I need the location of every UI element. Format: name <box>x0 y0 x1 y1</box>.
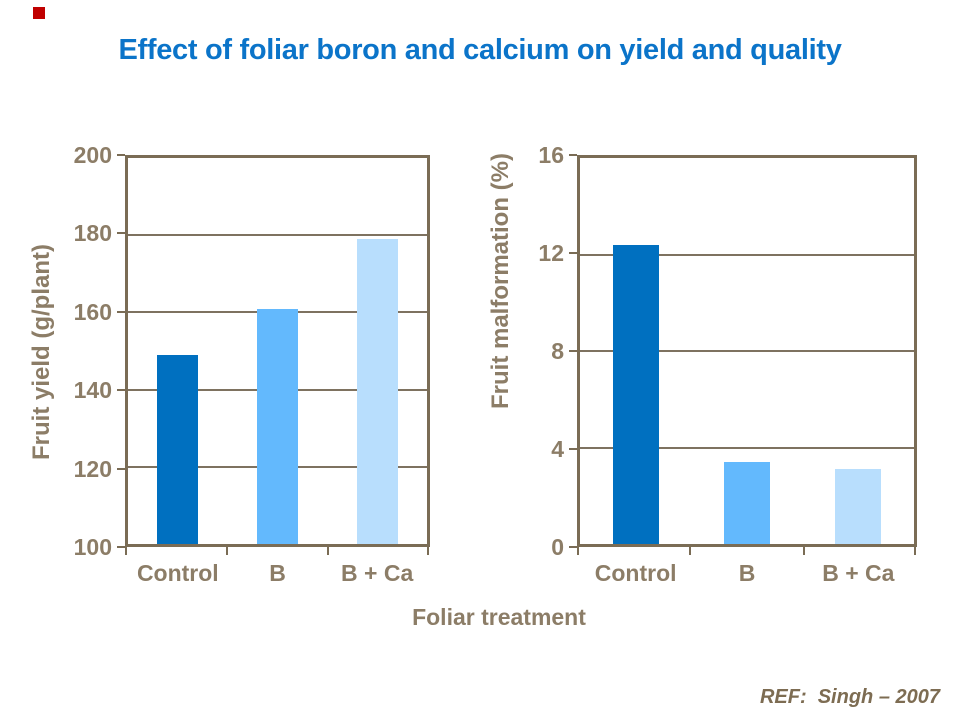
y-tick-mark <box>117 546 125 548</box>
x-tick-mark <box>327 547 330 555</box>
y-tick-mark <box>569 546 577 548</box>
x-tick-mark <box>427 547 429 555</box>
x-tick-mark <box>914 547 916 555</box>
y-axis-title-fruit-malformation: Fruit malformation (%) <box>487 153 514 409</box>
category-label-control: Control <box>136 560 219 586</box>
y-tick-label: 12 <box>538 240 564 266</box>
gridline <box>580 446 914 449</box>
y-tick-label: 140 <box>73 377 112 404</box>
y-tick-mark <box>117 467 125 470</box>
bar-control <box>612 244 659 544</box>
y-tick-mark <box>569 448 577 450</box>
bar-b-ca <box>356 239 398 544</box>
y-tick-label: 200 <box>73 142 112 168</box>
y-tick-mark <box>117 232 125 235</box>
bar-b <box>724 461 770 544</box>
y-tick-mark <box>117 310 125 313</box>
bar-b-ca <box>835 469 882 544</box>
y-axis-title-fruit-yield-g-plant: Fruit yield (g/plant) <box>28 244 55 460</box>
bar-b <box>257 308 298 544</box>
reference-citation: REF: Singh – 2007 <box>759 686 940 708</box>
plot-area-fruit-malformation <box>577 155 917 547</box>
gridline <box>580 253 914 256</box>
slide-title: Effect of foliar boron and calcium on yi… <box>118 34 842 66</box>
x-tick-mark <box>577 547 579 555</box>
category-label-b-ca: B + Ca <box>822 560 895 586</box>
shared-x-axis-title: Foliar treatment <box>412 604 586 630</box>
category-label-control: Control <box>594 560 677 586</box>
x-tick-mark <box>125 547 127 555</box>
y-tick-mark <box>569 252 577 254</box>
x-tick-mark <box>225 547 228 555</box>
y-tick-mark <box>569 154 577 156</box>
y-tick-mark <box>569 350 577 352</box>
y-tick-mark <box>117 154 125 156</box>
y-tick-label: 16 <box>538 142 564 168</box>
red-square-decoration <box>33 7 45 19</box>
y-tick-label: 180 <box>73 220 112 247</box>
y-tick-label: 160 <box>73 298 112 325</box>
y-tick-label: 120 <box>73 455 112 482</box>
y-tick-label: 100 <box>73 534 112 560</box>
y-tick-label: 0 <box>551 534 564 560</box>
x-tick-mark <box>802 547 805 555</box>
x-tick-mark <box>689 547 692 555</box>
category-label-b-ca: B + Ca <box>341 560 414 586</box>
category-label-b: B <box>269 560 286 586</box>
y-tick-mark <box>117 389 125 392</box>
plot-area-fruit-yield-g-plant <box>125 155 430 547</box>
bar-control <box>157 354 199 544</box>
category-label-b: B <box>738 560 756 586</box>
gridline <box>580 350 914 352</box>
y-tick-label: 4 <box>551 436 564 462</box>
gridline <box>128 234 427 237</box>
y-tick-label: 8 <box>551 338 564 364</box>
